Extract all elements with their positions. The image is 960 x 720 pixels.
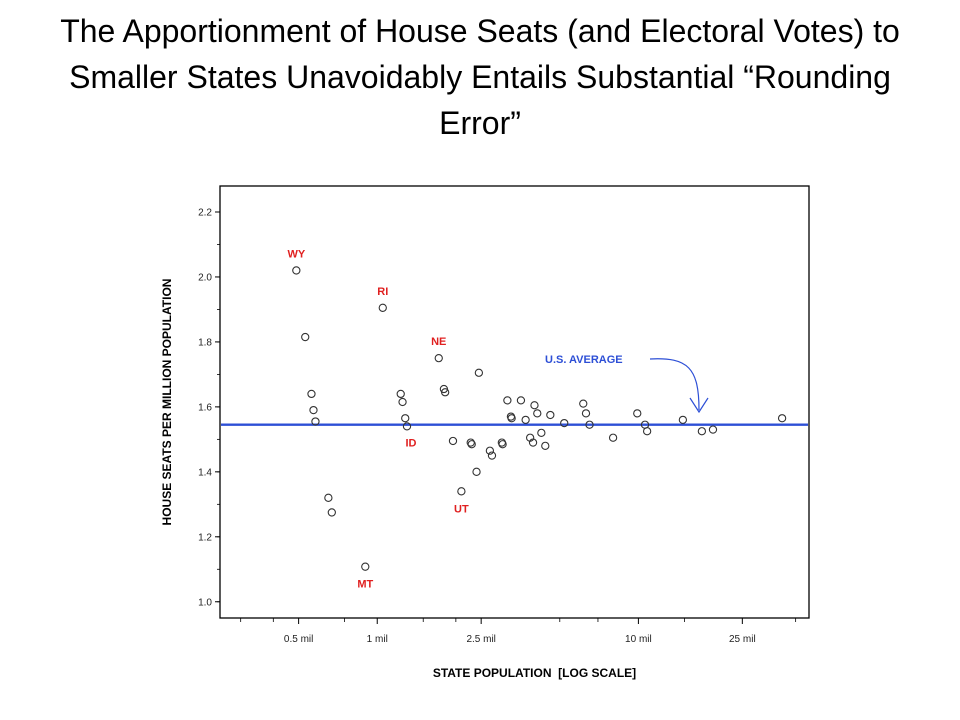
data-point — [678, 415, 688, 425]
data-point — [642, 427, 652, 436]
data-point — [292, 266, 301, 275]
data-point — [503, 396, 512, 405]
data-point — [309, 405, 318, 415]
state-label-ri: RI — [377, 286, 388, 298]
data-point — [560, 418, 569, 428]
data-point — [467, 440, 476, 449]
data-point — [487, 451, 497, 460]
y-tick-label: 2.0 — [198, 272, 212, 283]
data-point — [521, 415, 530, 425]
data-point — [324, 493, 333, 502]
data-point — [401, 414, 410, 423]
data-point — [777, 414, 787, 423]
data-point — [311, 417, 320, 426]
us-average-arrowhead — [689, 397, 709, 414]
state-label-wy: WY — [287, 248, 305, 260]
y-axis-title: HOUSE SEATS PER MILLION POPULATION — [160, 279, 174, 526]
data-point — [697, 427, 707, 436]
y-tick-label: 1.4 — [198, 467, 212, 478]
data-point — [441, 388, 450, 397]
x-tick-label: 1 mil — [367, 634, 388, 645]
data-point — [579, 399, 588, 408]
data-point — [361, 562, 370, 571]
y-tick-label: 1.2 — [198, 532, 212, 543]
y-tick-label: 1.6 — [198, 402, 212, 413]
data-point — [498, 440, 507, 449]
chart-plot: 1.0 1.2 1.4 1.6 1.8 2.0 2.2 0.5 mil 1 mil 2.5 mil… — [160, 185, 810, 680]
data-point — [396, 389, 405, 399]
state-label-ut: UT — [454, 503, 469, 515]
data-point — [533, 409, 542, 418]
data-point — [402, 422, 412, 431]
x-tick-label: 10 mil — [625, 634, 652, 645]
data-point — [434, 354, 443, 363]
data-point — [398, 397, 407, 407]
x-tick-label: 2.5 mil — [466, 634, 495, 645]
data-point — [546, 410, 555, 420]
plot-frame — [219, 185, 810, 619]
data-point — [541, 441, 550, 450]
us-average-label: U.S. AVERAGE — [545, 354, 623, 366]
data-point — [537, 428, 546, 438]
data-point — [327, 508, 336, 517]
x-axis-title: STATE POPULATION [LOG SCALE] — [433, 666, 636, 680]
data-point — [301, 332, 310, 342]
data-point — [472, 467, 481, 476]
data-point — [608, 433, 618, 442]
data-point — [307, 389, 316, 399]
data-point — [708, 425, 718, 434]
us-average-arrow — [649, 358, 700, 411]
x-tick-label: 25 mil — [729, 634, 756, 645]
data-point — [528, 438, 538, 447]
state-label-ne: NE — [431, 336, 446, 348]
data-point — [485, 446, 495, 455]
data-point — [474, 368, 484, 377]
y-tick-label: 2.2 — [198, 207, 212, 218]
state-label-mt: MT — [357, 579, 373, 591]
state-label-id: ID — [405, 437, 416, 449]
data-point — [633, 409, 642, 418]
data-point — [378, 303, 387, 312]
data-point — [530, 401, 539, 410]
data-point — [507, 414, 516, 423]
data-point — [457, 487, 466, 496]
data-point — [466, 438, 475, 447]
data-point — [516, 396, 526, 405]
data-point — [581, 409, 591, 418]
slide-title: The Apportionment of House Seats (and El… — [60, 13, 900, 141]
data-point — [448, 436, 458, 446]
y-tick-label: 1.8 — [198, 337, 212, 348]
x-tick-label: 0.5 mil — [284, 634, 313, 645]
data-point — [585, 420, 594, 429]
y-tick-label: 1.0 — [198, 597, 212, 608]
